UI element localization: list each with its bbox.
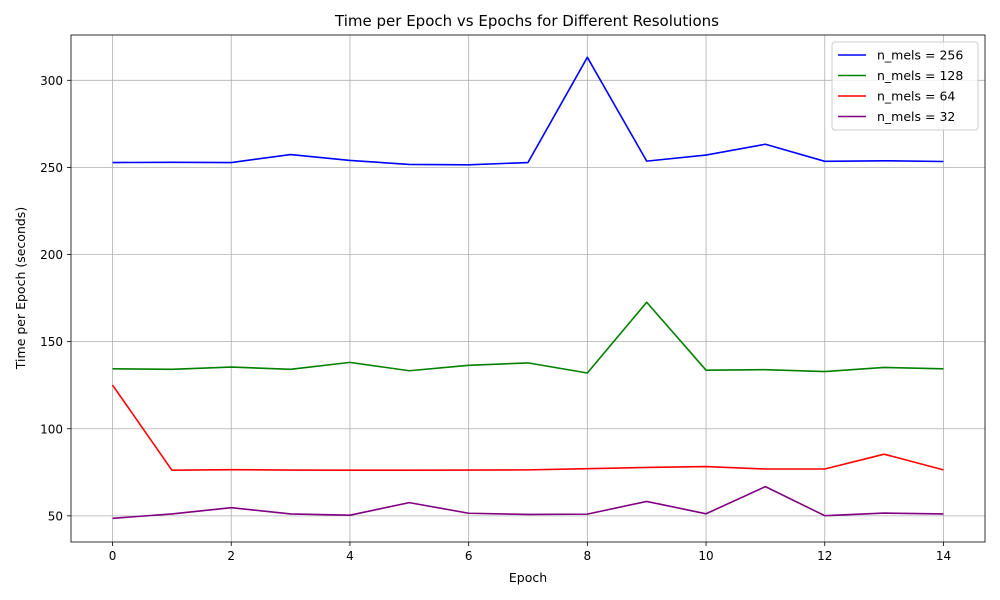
y-tick-label: 100 — [40, 422, 63, 436]
x-tick-label: 10 — [698, 549, 713, 563]
chart-title: Time per Epoch vs Epochs for Different R… — [334, 12, 719, 30]
legend-label-1: n_mels = 128 — [877, 68, 963, 83]
x-tick-label: 0 — [109, 549, 117, 563]
x-tick-label: 14 — [936, 549, 951, 563]
series-lines — [111, 56, 944, 520]
series-line-0 — [112, 56, 944, 166]
y-tick-label: 250 — [40, 161, 63, 175]
x-tick-label: 4 — [346, 549, 354, 563]
legend-box — [831, 41, 979, 131]
x-tick-label: 8 — [584, 549, 592, 563]
legend-label-3: n_mels = 32 — [877, 109, 955, 124]
plot-frame — [70, 34, 986, 543]
y-tick-label: 50 — [48, 509, 63, 523]
x-axis-label: Epoch — [509, 570, 547, 585]
x-tick-label: 2 — [227, 549, 235, 563]
y-tick-label: 300 — [40, 74, 63, 88]
series-line-3 — [112, 485, 944, 520]
x-tick-label: 12 — [817, 549, 832, 563]
legend-label-2: n_mels = 64 — [877, 89, 955, 104]
series-line-2 — [111, 384, 944, 472]
legend-label-0: n_mels = 256 — [877, 48, 963, 63]
series-line-1 — [112, 301, 944, 374]
y-tick-label: 200 — [40, 248, 63, 262]
legend: n_mels = 256 n_mels = 128 n_mels = 64 n_mel… — [831, 41, 979, 131]
x-tick-label: 6 — [465, 549, 473, 563]
y-axis-ticks: 50 100 150 200 250 300 — [40, 74, 71, 523]
y-axis-label: Time per Epoch (seconds) — [13, 207, 28, 370]
x-axis-ticks: 0 2 4 6 8 10 12 14 — [109, 542, 951, 563]
y-tick-label: 150 — [40, 335, 63, 349]
